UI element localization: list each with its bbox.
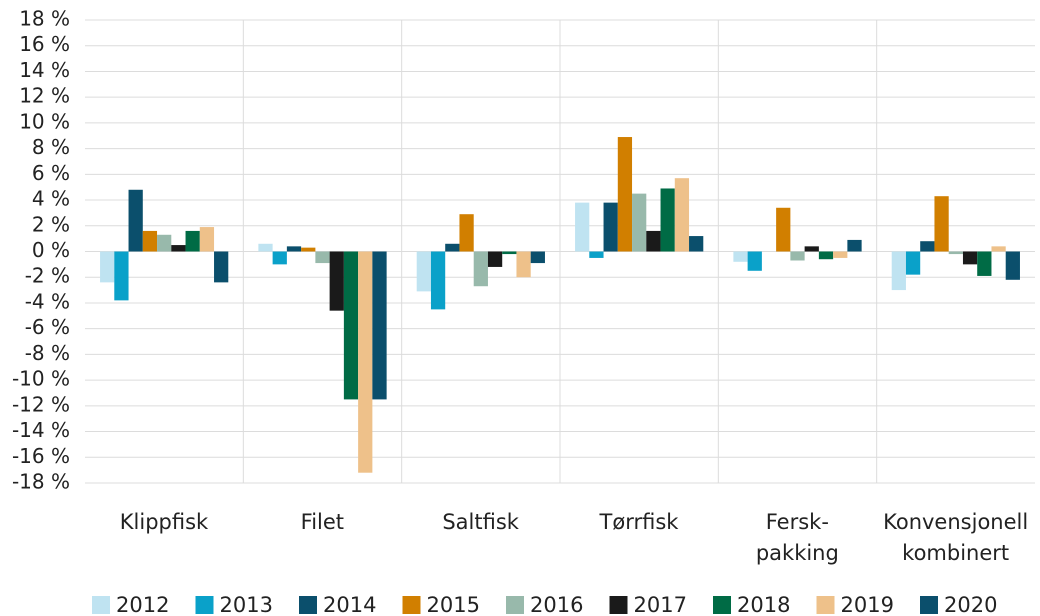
legend-swatch — [402, 596, 421, 614]
y-tick-label: -4 % — [25, 289, 70, 313]
bar — [617, 137, 633, 252]
bar — [430, 251, 446, 310]
y-tick-label: 10 % — [19, 109, 70, 133]
bar — [445, 243, 460, 252]
legend-label: 2020 — [944, 593, 997, 616]
bar — [689, 236, 704, 252]
bar — [804, 246, 819, 252]
x-tick-label: Tørrfisk — [599, 510, 679, 534]
legend-label: 2019 — [841, 593, 894, 616]
legend-swatch — [816, 596, 835, 614]
bar — [301, 247, 316, 252]
bar — [358, 251, 373, 473]
bar — [459, 214, 474, 252]
bar — [142, 230, 158, 252]
bar — [948, 251, 963, 255]
legend-label: 2016 — [530, 593, 583, 616]
y-tick-label: -10 % — [12, 367, 70, 391]
bar — [473, 251, 488, 287]
bar — [847, 239, 862, 252]
x-tick-label: Fersk- pakking — [755, 510, 839, 565]
bar — [603, 202, 618, 252]
bar — [646, 230, 661, 252]
x-tick-label: Saltfisk — [442, 510, 519, 534]
x-tick-label: Konvensjonell kombinert — [883, 510, 1029, 565]
y-tick-label: 14 % — [19, 58, 70, 82]
bar — [516, 251, 531, 278]
bar — [632, 193, 647, 252]
bar — [372, 251, 387, 400]
bar — [790, 251, 805, 261]
legend-swatch — [920, 596, 938, 614]
bar — [920, 241, 935, 252]
legend-label: 2012 — [116, 593, 169, 616]
bar — [416, 251, 431, 292]
legend-swatch — [92, 596, 110, 614]
y-tick-label: 0 % — [32, 238, 70, 262]
legend-label: 2014 — [323, 593, 376, 616]
bar — [100, 251, 115, 283]
y-tick-label: 18 % — [19, 7, 70, 31]
bar — [818, 251, 834, 260]
y-tick-label: -6 % — [25, 315, 70, 339]
y-tick-label: -18 % — [12, 470, 70, 494]
bar — [199, 227, 215, 252]
bar — [128, 189, 143, 252]
legend-swatch — [195, 596, 214, 614]
bar — [733, 251, 748, 262]
legend-swatch — [506, 596, 524, 614]
y-tick-label: -8 % — [25, 341, 70, 365]
legend-swatch — [713, 596, 731, 614]
y-tick-label: -14 % — [12, 418, 70, 442]
bar — [934, 196, 949, 252]
legend-label: 2018 — [737, 593, 790, 616]
bar — [214, 251, 229, 283]
legend-label: 2015 — [427, 593, 480, 616]
bar — [575, 202, 590, 252]
x-tick-label: Filet — [300, 510, 345, 534]
bar — [286, 246, 302, 252]
y-tick-label: 2 % — [32, 212, 70, 236]
legend-swatch — [299, 596, 317, 614]
bar — [905, 251, 921, 275]
bar — [977, 251, 992, 276]
bar — [343, 251, 359, 400]
bar — [962, 251, 978, 265]
bar — [487, 251, 503, 267]
y-tick-label: 8 % — [32, 135, 70, 159]
bar — [589, 251, 604, 258]
y-tick-label: -16 % — [12, 444, 70, 468]
bar — [272, 251, 287, 265]
legend-label: 2017 — [634, 593, 687, 616]
y-tick-label: -2 % — [25, 264, 70, 288]
bar — [747, 251, 762, 271]
y-tick-label: 4 % — [32, 187, 70, 211]
y-tick-label: 16 % — [19, 32, 70, 56]
bar — [776, 207, 791, 252]
bar — [833, 251, 848, 258]
bar — [502, 251, 517, 255]
bar — [171, 245, 186, 252]
bar — [329, 251, 344, 311]
bar — [660, 188, 675, 252]
x-tick-label: Klippfisk — [119, 510, 209, 534]
bar — [185, 230, 200, 252]
bar — [157, 234, 172, 252]
bar — [674, 178, 690, 252]
bar — [258, 243, 273, 252]
bar — [891, 251, 906, 291]
y-tick-label: -12 % — [12, 392, 70, 416]
y-tick-label: 6 % — [32, 161, 70, 185]
bar — [114, 251, 129, 301]
legend-label: 2013 — [220, 593, 273, 616]
bar — [530, 251, 545, 264]
y-tick-label: 12 % — [19, 84, 70, 108]
bar — [315, 251, 330, 264]
legend-swatch — [609, 596, 628, 614]
bar — [1005, 251, 1020, 280]
bar — [991, 246, 1006, 252]
